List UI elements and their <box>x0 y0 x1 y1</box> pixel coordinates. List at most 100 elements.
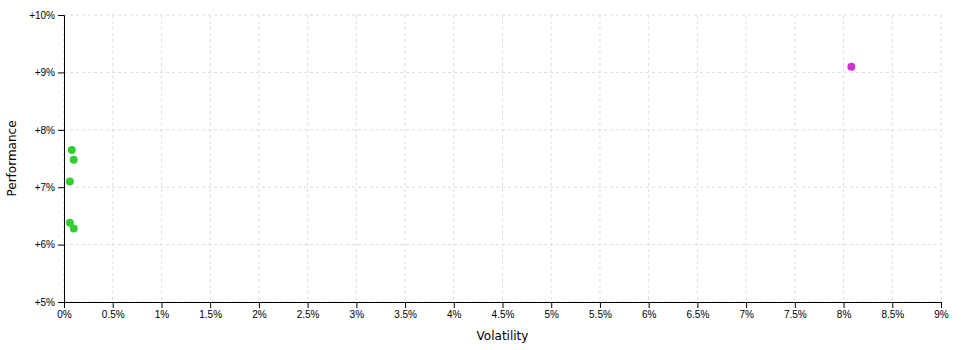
x-tick-label: 3.5% <box>394 309 417 320</box>
x-tick: 1.5% <box>199 302 222 320</box>
y-grid-line <box>64 244 941 245</box>
x-grid-line <box>941 15 942 302</box>
x-tick-mark <box>161 302 162 308</box>
chart: 0%0.5%1%1.5%2%2.5%3%3.5%4%4.5%5%5.5%6%6.… <box>0 0 966 350</box>
plot: 0%0.5%1%1.5%2%2.5%3%3.5%4%4.5%5%5.5%6%6.… <box>29 10 949 320</box>
y-tick: +10% <box>29 10 64 21</box>
y-tick-label: +9% <box>35 67 55 78</box>
x-tick-label: 4% <box>447 309 462 320</box>
x-tick-mark <box>259 302 260 308</box>
x-grid-line <box>405 15 406 302</box>
y-tick-mark <box>58 72 64 73</box>
x-tick-mark <box>454 302 455 308</box>
x-tick-mark <box>405 302 406 308</box>
point <box>847 63 855 71</box>
y-tick-mark <box>58 130 64 131</box>
x-tick-mark <box>308 302 309 308</box>
y-tick-mark <box>58 187 64 188</box>
x-tick-label: 2% <box>252 309 267 320</box>
x-grid-line <box>599 15 600 302</box>
x-tick-label: 0% <box>57 309 72 320</box>
x-tick-label: 5% <box>544 309 559 320</box>
grid <box>64 15 941 302</box>
x-tick: 3% <box>350 302 365 320</box>
x-tick-label: 6.5% <box>686 309 709 320</box>
x-grid-line <box>210 15 211 302</box>
y-grid-line <box>64 15 941 16</box>
y-grid-line <box>64 187 941 188</box>
x-tick-mark <box>892 302 893 308</box>
y-tick-label: +10% <box>29 10 55 21</box>
point <box>70 156 78 164</box>
x-tick-mark <box>600 302 601 308</box>
x-grid-line <box>843 15 844 302</box>
x-tick-label: 7.5% <box>784 309 807 320</box>
series <box>847 63 855 71</box>
x-tick-label: 1% <box>155 309 170 320</box>
x-tick: 4% <box>447 302 462 320</box>
x-tick: 5% <box>544 302 559 320</box>
x-axis: 0%0.5%1%1.5%2%2.5%3%3.5%4%4.5%5%5.5%6%6.… <box>57 302 949 320</box>
x-tick-mark <box>697 302 698 308</box>
points <box>66 63 856 233</box>
x-tick-label: 2.5% <box>297 309 320 320</box>
y-tick-label: +5% <box>35 297 55 308</box>
x-grid-line <box>892 15 893 302</box>
y-tick: +9% <box>35 67 64 78</box>
point <box>70 225 78 233</box>
x-tick-mark <box>795 302 796 308</box>
x-tick-mark <box>941 302 942 308</box>
y-axis-line <box>58 16 65 303</box>
x-tick-label: 6% <box>642 309 657 320</box>
x-tick: 7% <box>739 302 754 320</box>
y-tick: +6% <box>35 239 64 250</box>
x-tick: 4.5% <box>492 302 515 320</box>
y-axis: +5% +6% +7% +8% +9% +10% <box>29 10 64 308</box>
x-tick-label: 7% <box>739 309 754 320</box>
y-tick-label: +6% <box>35 239 55 250</box>
x-tick-mark <box>649 302 650 308</box>
x-grid-line <box>648 15 649 302</box>
x-tick-label: 8.5% <box>881 309 904 320</box>
x-axis-title: Volatility <box>477 329 529 343</box>
x-tick-mark <box>503 302 504 308</box>
point <box>66 177 74 185</box>
x-tick-mark <box>210 302 211 308</box>
x-tick-mark <box>113 302 114 308</box>
y-tick-label: +8% <box>35 125 55 136</box>
x-tick-label: 9% <box>934 309 949 320</box>
x-grid-line <box>697 15 698 302</box>
x-tick-label: 1.5% <box>199 309 222 320</box>
x-grid-line <box>551 15 552 302</box>
y-tick-mark <box>58 15 64 16</box>
x-tick-mark <box>356 302 357 308</box>
y-grid-line <box>64 129 941 130</box>
x-grid-line <box>502 15 503 302</box>
x-grid-line <box>258 15 259 302</box>
y-grid-line <box>64 72 941 73</box>
y-axis-title: Performance <box>5 120 19 196</box>
x-axis-line <box>65 303 942 309</box>
x-tick-mark <box>844 302 845 308</box>
x-tick: 0% <box>57 302 72 320</box>
x-tick: 3.5% <box>394 302 417 320</box>
point <box>68 146 76 154</box>
x-grid-line <box>307 15 308 302</box>
x-tick-label: 3% <box>350 309 365 320</box>
x-tick: 0.5% <box>102 302 125 320</box>
x-tick-mark <box>551 302 552 308</box>
y-tick-mark <box>58 302 64 303</box>
y-tick: +7% <box>35 182 64 193</box>
x-grid-line <box>453 15 454 302</box>
x-grid-line <box>794 15 795 302</box>
x-grid-line <box>746 15 747 302</box>
x-tick-mark <box>746 302 747 308</box>
x-tick-label: 4.5% <box>492 309 515 320</box>
x-tick: 7.5% <box>784 302 807 320</box>
x-tick: 2% <box>252 302 267 320</box>
x-tick: 8.5% <box>881 302 904 320</box>
series <box>66 146 78 233</box>
x-tick-label: 0.5% <box>102 309 125 320</box>
x-tick-label: 8% <box>837 309 852 320</box>
y-tick: +8% <box>35 125 64 136</box>
